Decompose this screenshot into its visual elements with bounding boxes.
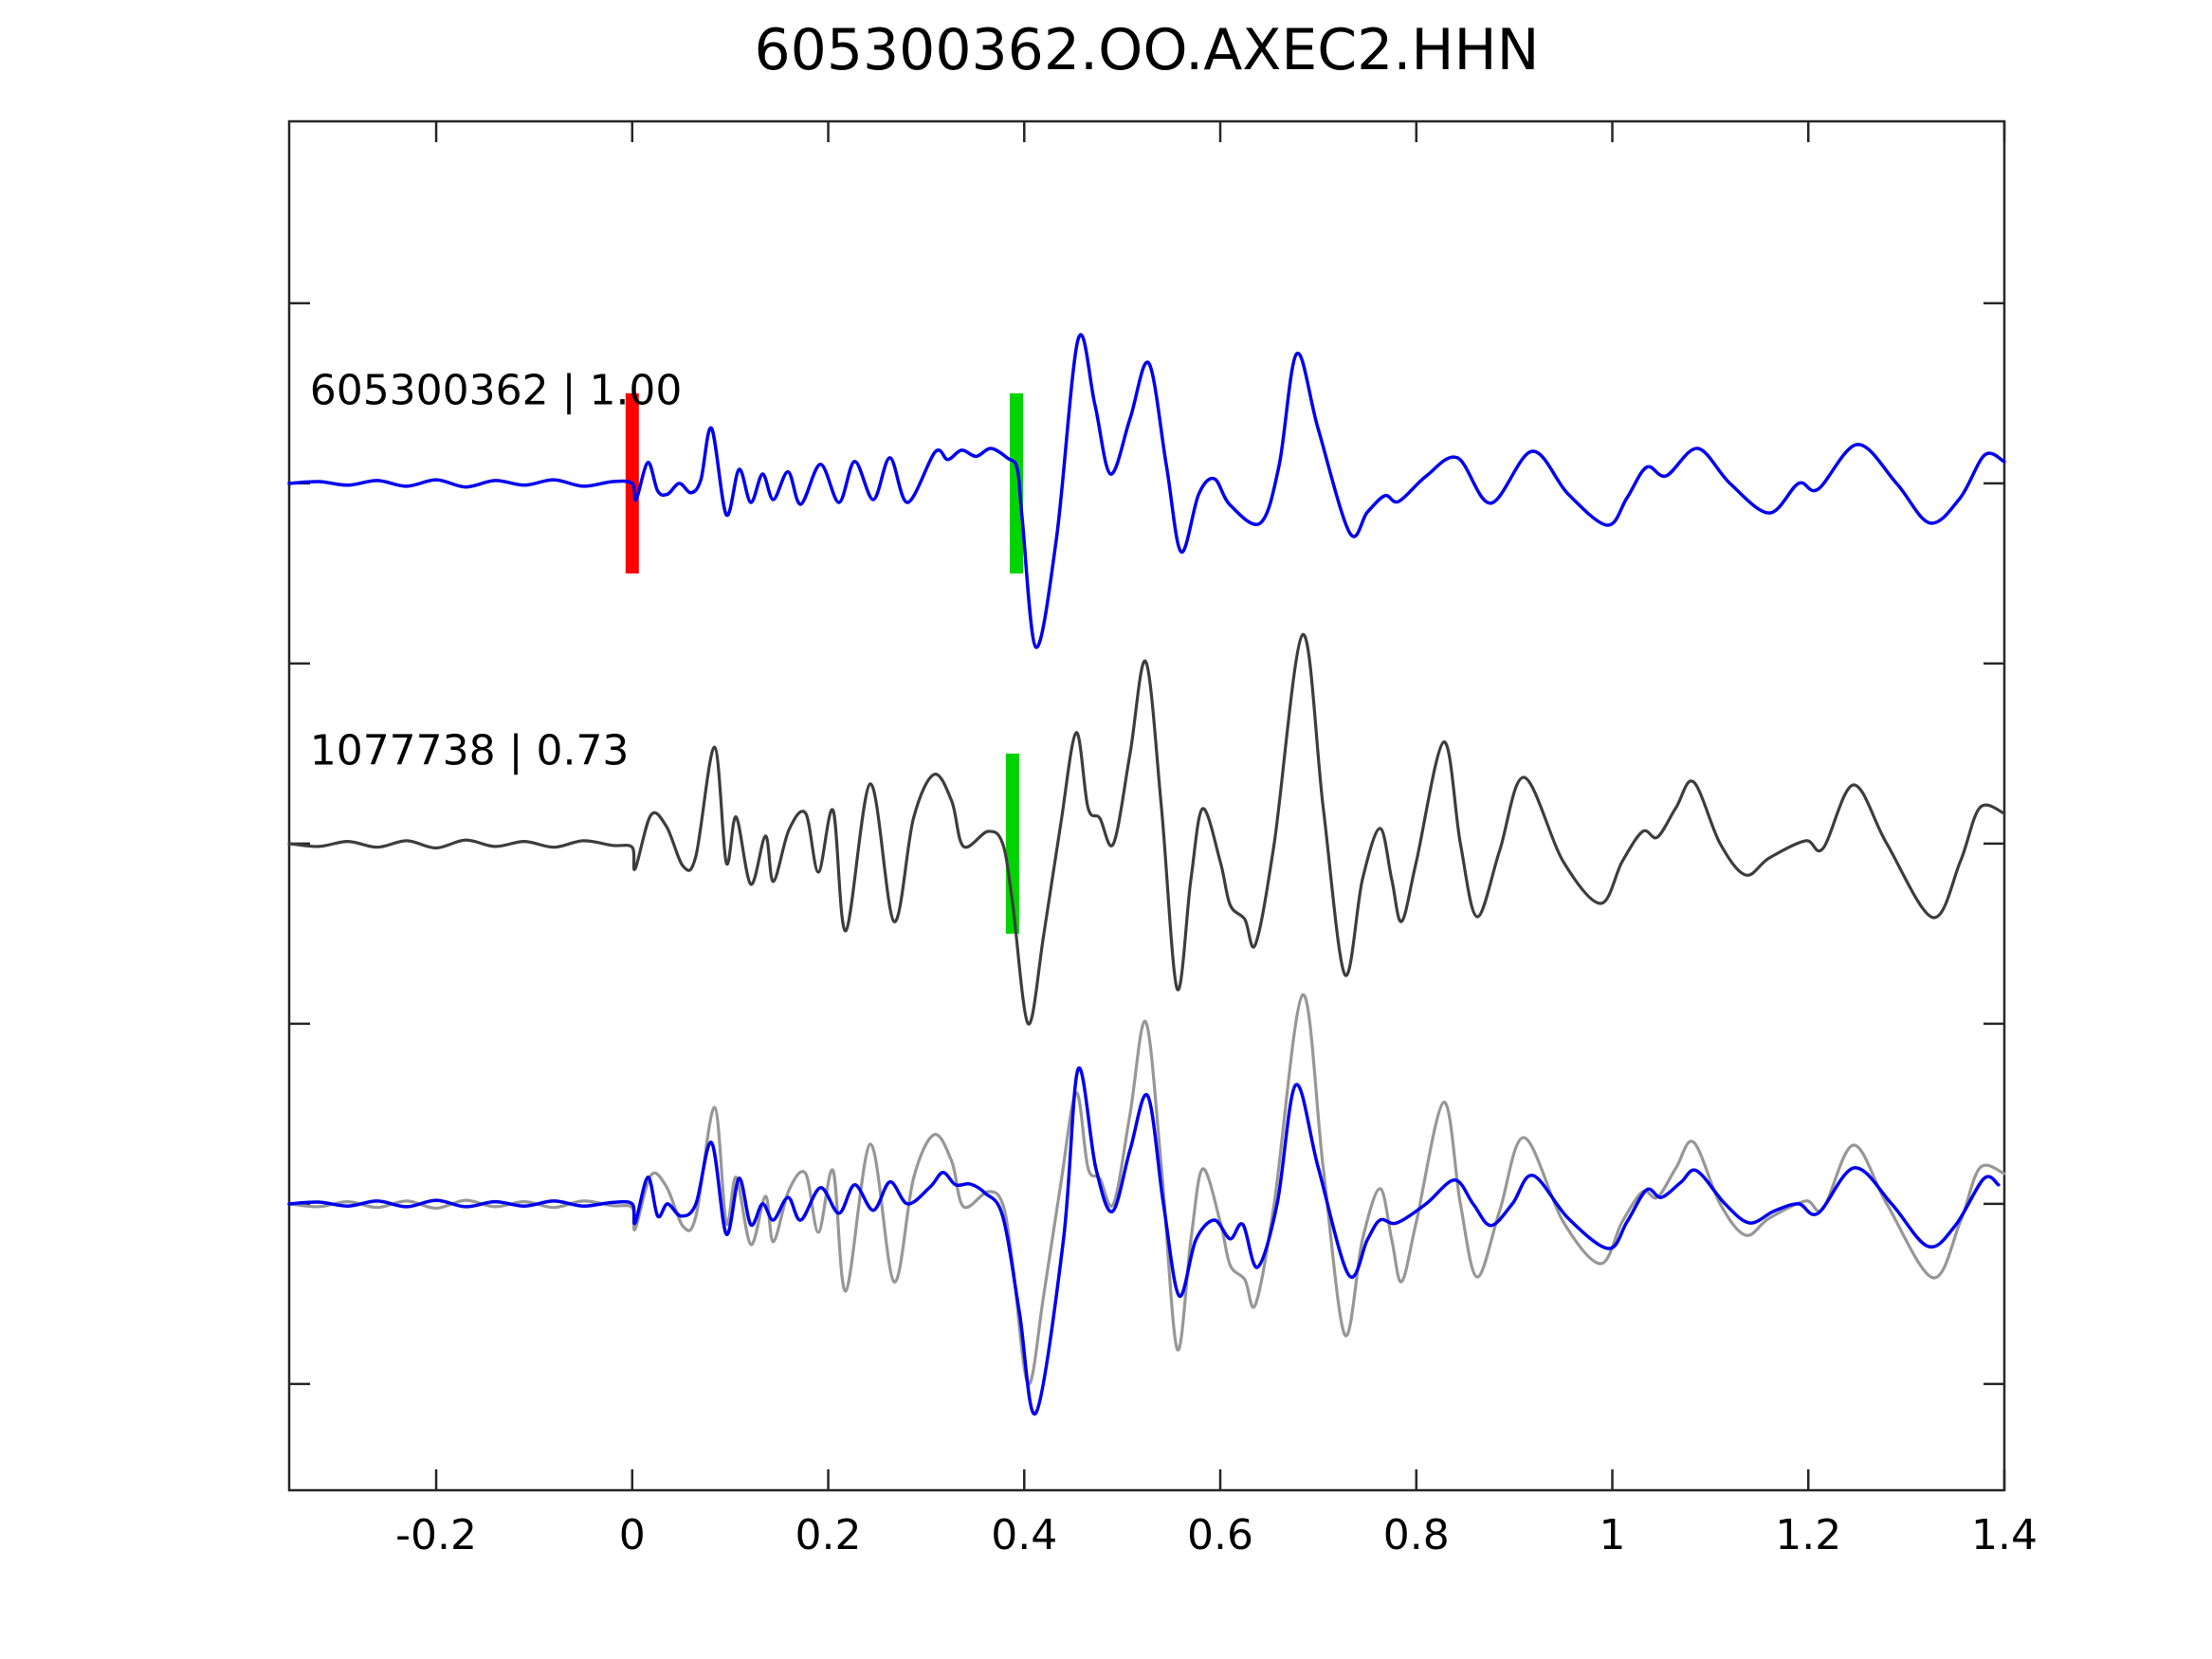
x-tick-label: 0.4 — [991, 1511, 1057, 1559]
trace-overlay_gray-path — [287, 993, 2006, 1386]
figure-title: 605300362.OO.AXEC2.HHN — [754, 17, 1540, 83]
x-tick-label: 0.8 — [1383, 1511, 1450, 1559]
trace-cand-path — [287, 632, 2006, 1026]
trace-overlay_blue-path — [287, 1066, 2001, 1416]
x-tick-label: 0.6 — [1187, 1511, 1253, 1559]
x-tick-label: -0.2 — [395, 1511, 477, 1559]
trace-label-ref: 605300362 | 1.00 — [310, 366, 683, 414]
trace-ref-path — [287, 333, 2006, 649]
x-tick-label: 1.4 — [1971, 1511, 2038, 1559]
x-tick-label: 0 — [619, 1511, 646, 1559]
plot-border — [287, 119, 2006, 1492]
x-tick-label: 1 — [1600, 1511, 1626, 1559]
trace-label-cand: 1077738 | 0.73 — [310, 726, 630, 775]
x-tick-label: 1.2 — [1775, 1511, 1841, 1559]
x-tick-label: 0.2 — [795, 1511, 862, 1559]
